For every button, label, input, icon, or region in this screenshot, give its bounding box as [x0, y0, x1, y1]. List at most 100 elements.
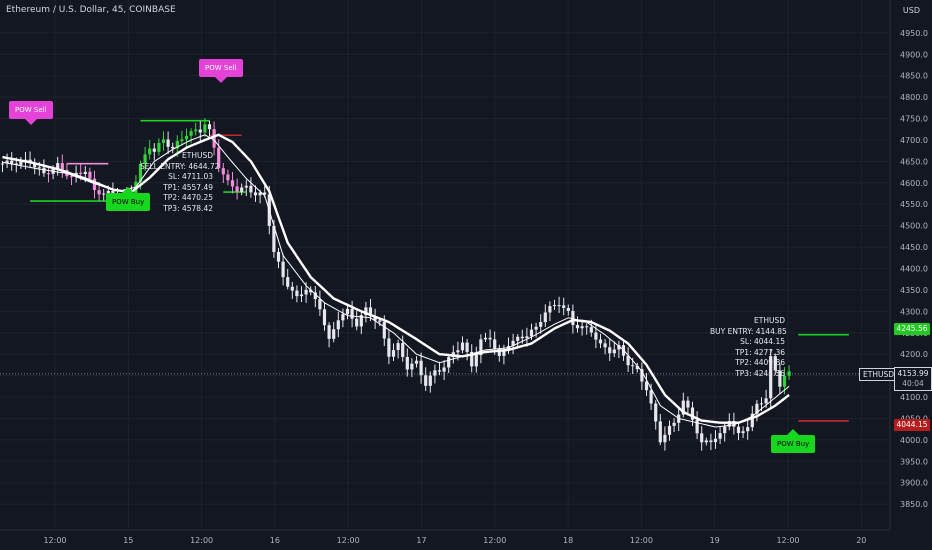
x-tick-label: 12:00 [190, 536, 213, 545]
candle-body [424, 375, 428, 386]
y-tick-label: 4000.0 [900, 436, 928, 445]
candle-body [635, 365, 639, 370]
candle-body [299, 294, 304, 297]
candle-body [649, 390, 653, 404]
candle-body [175, 141, 179, 149]
candle-body [566, 307, 570, 311]
candle-body [263, 192, 267, 195]
candle-body [557, 305, 561, 307]
candle-body [437, 370, 442, 372]
candle-body [14, 163, 18, 165]
candle-body [493, 339, 497, 349]
candle-body [290, 286, 294, 291]
candle-body [488, 337, 492, 340]
candle-body [575, 324, 580, 329]
candle-body [161, 139, 166, 143]
tp-price-label: 4245.56 [894, 323, 930, 335]
sell-signal-tp2: TP2: 4470.25 [163, 193, 213, 202]
candle-body [433, 370, 437, 376]
candle-body [778, 370, 782, 387]
candle-body [180, 139, 184, 142]
candle-body [755, 403, 759, 414]
buy-signal-tp3: TP3: 4245.56 [735, 368, 785, 378]
candle-body [203, 124, 207, 133]
candle-body [272, 225, 276, 252]
candle-body [138, 163, 143, 182]
candle-body [217, 147, 221, 169]
x-tick-label: 12:00 [776, 536, 799, 545]
candle-body [387, 338, 391, 357]
candle-body [276, 251, 281, 262]
y-tick-label: 4600.0 [900, 179, 928, 188]
candle-body [741, 431, 745, 434]
sell-signal-tp1: TP1: 4557.49 [163, 182, 213, 192]
y-tick-label: 4950.0 [900, 29, 928, 38]
candle-body [773, 356, 777, 371]
candle-body [341, 314, 345, 321]
candle-body [672, 422, 676, 426]
candle-body [184, 135, 189, 140]
last-price-box: 4153.99 40:04 [894, 367, 932, 391]
candle-body [355, 318, 359, 327]
candle-body [88, 171, 92, 179]
candle-body [382, 321, 386, 339]
candle-body [704, 440, 708, 443]
candle-body [364, 307, 368, 316]
sell-signal-info: ETHUSD SELL ENTRY: 4644.72 SL: 4711.03 T… [140, 151, 220, 214]
candle-body [617, 345, 621, 350]
candle-body [746, 427, 750, 432]
x-tick-label: 12:00 [43, 536, 66, 545]
candle-body [654, 403, 658, 422]
candle-body [194, 129, 198, 132]
candle-body [106, 190, 110, 194]
candle-body [612, 349, 616, 354]
candle-body [102, 193, 106, 195]
candle-body [460, 342, 465, 351]
candle-body [759, 403, 764, 405]
candle-body [640, 369, 644, 382]
pow-buy-tag: POW Buy [771, 429, 816, 453]
candle-body [548, 306, 552, 313]
candle-body [552, 305, 557, 307]
candle-body [198, 129, 202, 133]
candle-body [171, 146, 175, 149]
candle-body [46, 173, 51, 175]
candle-body [143, 154, 147, 164]
candle-body [695, 419, 699, 434]
candle-body [235, 186, 239, 192]
candle-body [713, 438, 718, 443]
y-tick-label: 4700.0 [900, 136, 928, 145]
x-tick-label: 12:00 [630, 536, 653, 545]
candle-body [318, 299, 322, 310]
candle-body [658, 421, 662, 443]
candle-body [598, 339, 603, 344]
candle-body [700, 433, 704, 443]
candle-body [304, 289, 308, 295]
candle-body [42, 167, 46, 174]
candle-body [332, 329, 336, 339]
candle-body [391, 349, 396, 357]
candle-body [152, 148, 156, 152]
y-tick-label: 4900.0 [900, 50, 928, 59]
last-price: 4153.99 [897, 369, 929, 378]
candle-body [470, 351, 474, 367]
sell-signal-sl: SL: 4711.03 [168, 172, 213, 181]
x-tick-label: 18 [563, 536, 573, 545]
buy-signal-tp2: TP2: 4409.86 [735, 358, 785, 367]
candle-body [718, 433, 722, 439]
y-tick-label: 4800.0 [900, 93, 928, 102]
candle-body [787, 371, 791, 376]
candle-body [585, 326, 589, 328]
x-tick-label: 19 [710, 536, 720, 545]
candle-body [644, 381, 649, 391]
candle-body [525, 336, 529, 339]
candle-body [709, 440, 713, 443]
candle-body [396, 343, 400, 350]
candle-body [474, 355, 478, 367]
x-tick-label: 12:00 [483, 536, 506, 545]
candle-body [543, 312, 547, 323]
candle-body [249, 185, 253, 193]
sell-signal-entry: SELL ENTRY: 4644.72 [140, 161, 220, 171]
candle-body [166, 139, 170, 147]
